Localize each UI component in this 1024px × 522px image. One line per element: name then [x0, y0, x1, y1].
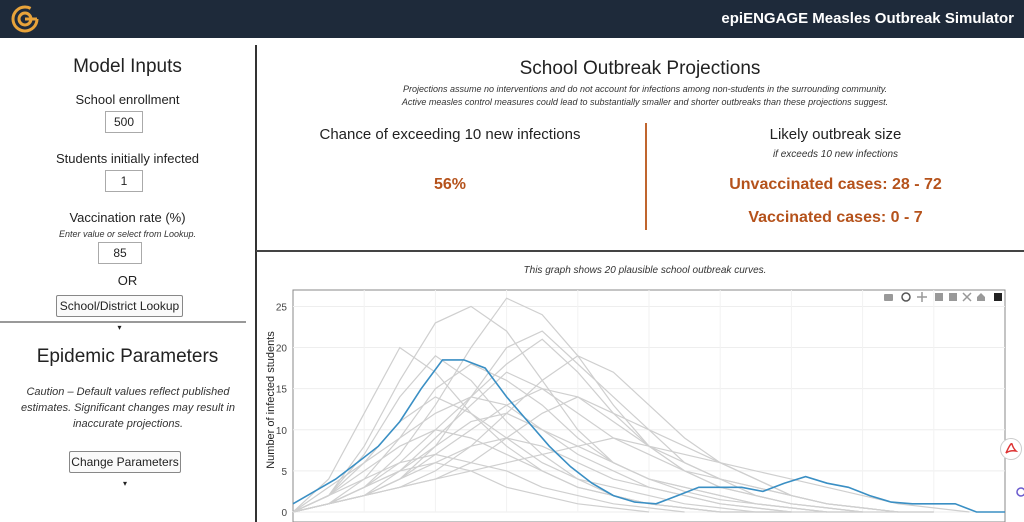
enrollment-label: School enrollment: [75, 92, 180, 107]
home-icon[interactable]: [977, 293, 985, 301]
projections-note-2: Active measles control measures could le…: [401, 97, 889, 107]
chance-value: 56%: [433, 176, 467, 193]
vaccinated-cases: Vaccinated cases: 0 - 7: [748, 209, 923, 226]
projections-bottom-divider: [256, 250, 1024, 252]
initial-infected-input[interactable]: 1: [105, 170, 143, 192]
school-district-lookup-button[interactable]: School/District Lookup ▾: [56, 295, 183, 332]
projections-note-1: Projections assume no interventions and …: [402, 84, 888, 94]
pan-icon[interactable]: [917, 292, 927, 302]
y-tick-label: 0: [281, 508, 287, 519]
y-tick-label: 15: [276, 385, 288, 396]
outbreak-curve-gray[interactable]: [292, 437, 970, 513]
change-parameters-label: Change Parameters: [71, 455, 179, 469]
outbreak-curve-gray[interactable]: [292, 437, 792, 513]
graph-caption: This graph shows 20 plausible school out…: [523, 265, 767, 276]
app-title: epiENGAGE Measles Outbreak Simulator: [721, 10, 1014, 27]
zoom-icon[interactable]: [901, 292, 911, 302]
y-tick-label: 20: [276, 344, 288, 355]
or-label: OR: [117, 273, 138, 288]
chart-toolbar: [884, 292, 1002, 302]
lookup-button-label: School/District Lookup: [59, 299, 180, 313]
y-axis-label: Number of infected students: [265, 331, 277, 469]
pdf-icon[interactable]: [1000, 438, 1022, 460]
model-inputs-title: Model Inputs: [73, 56, 182, 77]
change-parameters-button[interactable]: Change Parameters ▾: [69, 451, 181, 488]
projections-title: School Outbreak Projections: [519, 58, 761, 79]
caret-down-icon: ▾: [117, 323, 122, 332]
outbreak-size-note: if exceeds 10 new infections: [772, 149, 899, 160]
enrollment-input[interactable]: 500: [105, 111, 143, 133]
initial-infected-label: Students initially infected: [55, 151, 200, 166]
caution-text: Caution – Default values reflect publish…: [21, 386, 235, 430]
outbreak-curve-highlight[interactable]: [292, 359, 1005, 513]
model-inputs-panel: Model Inputs School enrollment 500 Stude…: [0, 38, 255, 522]
vaccination-rate-label: Vaccination rate (%): [69, 210, 186, 225]
unvaccinated-cases: Unvaccinated cases: 28 - 72: [729, 176, 942, 193]
panel-divider: [255, 45, 257, 522]
plotly-logo-icon[interactable]: [994, 293, 1002, 301]
vaccination-rate-note: Enter value or select from Lookup.: [58, 229, 197, 239]
projections-divider: [645, 123, 647, 230]
autoscale-icon[interactable]: [962, 292, 972, 302]
vaccination-rate-input[interactable]: 85: [98, 242, 142, 264]
caret-down-icon: ▾: [122, 479, 127, 488]
zoom-in-icon[interactable]: [935, 293, 943, 301]
fingerprint-icon[interactable]: [1012, 482, 1024, 504]
zoom-out-icon[interactable]: [949, 293, 957, 301]
epidemic-parameters-title: Epidemic Parameters: [36, 346, 219, 367]
outbreak-size-label: Likely outbreak size: [769, 126, 902, 143]
left-divider: [0, 321, 246, 323]
y-tick-label: 10: [276, 426, 288, 437]
chance-label: Chance of exceeding 10 new infections: [319, 126, 581, 143]
epiengage-logo-icon[interactable]: [10, 4, 42, 34]
top-bar: epiENGAGE Measles Outbreak Simulator: [0, 0, 1024, 38]
y-tick-label: 25: [276, 302, 288, 313]
y-tick-label: 5: [281, 467, 287, 478]
outbreak-curves-chart: 0 5 10 15 20 25 Number of infected students: [265, 289, 1006, 522]
camera-icon[interactable]: [884, 294, 893, 301]
